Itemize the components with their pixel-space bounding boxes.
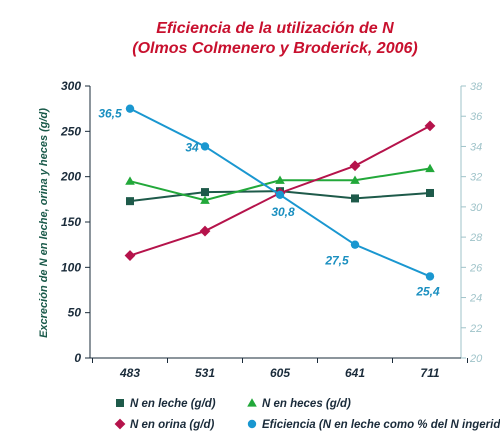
point-diamond [349, 160, 361, 172]
y-left-tick-label: 200 [60, 170, 81, 184]
x-tick-label: 711 [420, 366, 439, 380]
point-diamond [199, 225, 211, 237]
point-triangle [350, 175, 360, 184]
y-right-tick-label: 22 [469, 323, 482, 335]
point-diamond [114, 418, 126, 430]
point-circle [425, 272, 435, 281]
point-circle [247, 419, 257, 429]
y-right-tick-label: 26 [469, 262, 483, 274]
point-square [426, 188, 434, 197]
efficiency-data-label: 34 [185, 140, 199, 154]
y-axis-label: Excreción de N en leche, orina y heces (… [38, 108, 50, 338]
point-triangle [425, 163, 435, 173]
point-circle [125, 104, 135, 113]
legend: N en leche (g/d) N en heces (g/d) N en ori… [114, 398, 500, 431]
chart-title: Eficiencia de la utilización de N [156, 20, 394, 37]
legend-label: N en heces (g/d) [262, 398, 351, 410]
point-diamond [124, 250, 136, 261]
y-right-tick-label: 20 [469, 353, 483, 365]
axes [85, 85, 468, 363]
y-left-tick-label: 100 [61, 260, 81, 274]
y-right-tick-label: 36 [470, 111, 483, 123]
point-diamond [424, 120, 436, 132]
x-tick-label: 605 [270, 366, 290, 380]
y-left-tick-label: 300 [61, 79, 81, 93]
efficiency-data-label: 30,8 [271, 205, 295, 219]
point-circle [200, 142, 210, 151]
legend-label: Eficiencia (N en leche como % del N inge… [262, 419, 500, 431]
y-left-tick-label: 50 [68, 306, 82, 320]
legend-item-1: N en leche (g/d) [116, 398, 216, 410]
legend-label: N en leche (g/d) [130, 398, 216, 410]
efficiency-data-label: 36,5 [98, 107, 122, 121]
tick-labels: 0 50 100 150 200 250 300 20 22 24 26 28 30 32 34 36 38 48… [60, 79, 483, 380]
y-right-tick-label: 38 [470, 81, 483, 93]
y-left-tick-label: 150 [61, 215, 81, 229]
y-right-tick-label: 24 [469, 293, 482, 305]
data-labels: 36,5 34 30,8 27,5 25,4 [98, 107, 440, 299]
legend-item-2: N en heces (g/d) [247, 398, 351, 410]
legend-item-3: N en orina (g/d) [114, 418, 215, 431]
efficiency-data-label: 27,5 [324, 254, 349, 268]
y-left-tick-label: 250 [60, 124, 81, 138]
point-triangle [247, 398, 257, 407]
efficiency-data-label: 25,4 [415, 284, 440, 298]
x-tick-label: 531 [195, 366, 215, 380]
legend-item-4: Eficiencia (N en leche como % del N inge… [247, 419, 500, 431]
chart-subtitle: (Olmos Colmenero y Broderick, 2006) [132, 40, 417, 57]
point-square [351, 194, 359, 203]
point-circle [350, 240, 360, 249]
point-triangle [125, 176, 135, 185]
x-tick-label: 641 [345, 366, 365, 380]
series-2 [125, 163, 435, 204]
point-triangle [200, 195, 210, 204]
y-left-tick-label: 0 [74, 351, 81, 365]
point-square [126, 197, 134, 206]
y-right-tick-label: 30 [470, 202, 483, 214]
series-4 [125, 104, 435, 281]
point-square [201, 188, 209, 197]
y-right-tick-label: 34 [470, 141, 482, 153]
legend-label: N en orina (g/d) [130, 419, 215, 431]
point-square [116, 399, 124, 407]
series-group [124, 104, 436, 281]
y-right-tick-label: 28 [469, 232, 483, 244]
point-triangle [275, 175, 285, 184]
point-circle [275, 190, 285, 199]
x-tick-label: 483 [119, 366, 140, 380]
y-right-tick-label: 32 [470, 172, 482, 184]
